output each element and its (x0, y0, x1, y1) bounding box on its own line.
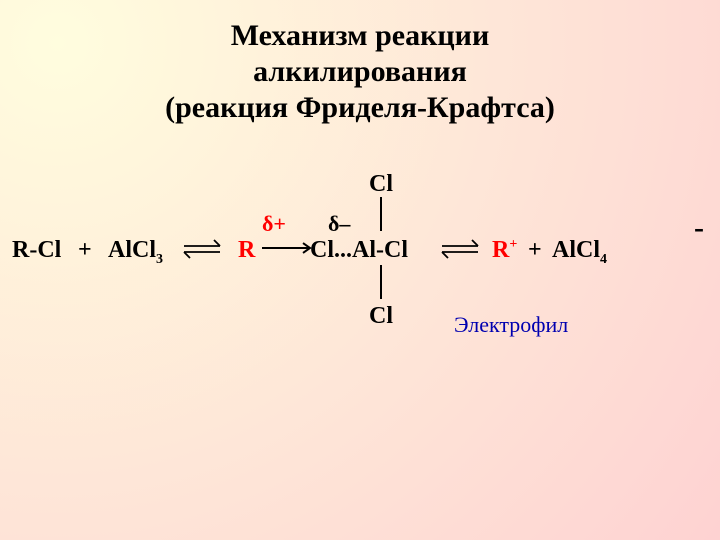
electrophile-label: Электрофил (454, 312, 568, 338)
bond-bottom (379, 265, 383, 299)
tok-alcl3-sub: 3 (156, 252, 163, 267)
delta-minus-label: δ– (328, 211, 350, 237)
equilibrium-arrow-1 (184, 239, 220, 263)
tok-r-deltaplus: R (238, 237, 255, 264)
tok-alcl3: AlCl3 (108, 237, 163, 268)
tok-r-plus-sup: + (509, 237, 517, 252)
arrow-r-to-cl (262, 238, 310, 258)
tok-plus1: + (78, 237, 92, 264)
delta-plus-label: δ+ (262, 211, 286, 237)
overall-charge-minus: - (694, 211, 704, 245)
tok-rcl: R-Cl (12, 237, 61, 264)
tok-r-plus-main: R (492, 237, 509, 263)
bond-top (379, 197, 383, 231)
slide-title: Механизм реакции алкилирования (реакция … (0, 18, 720, 126)
tok-alcl4-main: AlCl (552, 237, 600, 263)
tok-cl-top: Cl (369, 171, 393, 198)
tok-alcl4-sub: 4 (600, 252, 607, 267)
tok-cl-bottom: Cl (369, 303, 393, 330)
tok-alcl4: AlCl4 (552, 237, 607, 268)
reaction-scheme: R-Cl + AlCl3 R δ+ δ– Cl...Al-Cl Cl Cl (0, 195, 720, 335)
tok-cl-al-cl: Cl...Al-Cl (310, 237, 408, 264)
tok-r-plus: R+ (492, 237, 517, 264)
tok-plus2: + (528, 237, 542, 264)
title-line1: Механизм реакции (231, 19, 490, 52)
title-line3: (реакция Фриделя-Крафтса) (0, 90, 720, 126)
equilibrium-arrow-2 (442, 239, 478, 263)
tok-alcl3-main: AlCl (108, 237, 156, 263)
title-line2: алкилирования (0, 54, 720, 90)
